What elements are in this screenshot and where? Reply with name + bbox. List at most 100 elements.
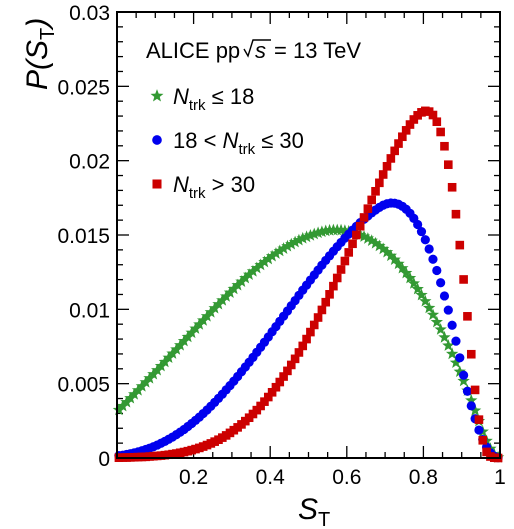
legend-label: 18 < Ntrk ≤ 30 bbox=[173, 128, 304, 158]
square-marker bbox=[313, 313, 323, 322]
square-marker bbox=[267, 387, 277, 397]
star-marker bbox=[227, 282, 240, 295]
star-marker bbox=[147, 367, 160, 380]
star-marker bbox=[396, 261, 409, 274]
square-marker bbox=[152, 179, 162, 189]
star-marker bbox=[304, 228, 317, 241]
square-marker bbox=[263, 392, 273, 402]
star-marker bbox=[239, 271, 252, 284]
circle-marker bbox=[455, 353, 465, 363]
circle-marker bbox=[424, 244, 434, 254]
square-marker bbox=[432, 117, 442, 127]
square-marker bbox=[401, 126, 411, 135]
star-marker bbox=[258, 255, 271, 268]
square-marker bbox=[306, 327, 315, 337]
star-marker bbox=[296, 231, 309, 244]
square-marker bbox=[329, 281, 338, 291]
square-marker bbox=[279, 372, 288, 381]
star-marker bbox=[177, 334, 191, 347]
square-marker bbox=[336, 265, 346, 274]
star-marker bbox=[369, 236, 382, 249]
square-marker bbox=[428, 110, 438, 120]
square-marker bbox=[340, 256, 350, 266]
star-marker bbox=[434, 323, 447, 335]
star-marker bbox=[135, 379, 149, 392]
square-marker bbox=[386, 154, 396, 163]
star-marker bbox=[453, 365, 466, 378]
square-marker bbox=[298, 341, 308, 351]
square-marker bbox=[302, 334, 311, 344]
square-marker bbox=[367, 195, 376, 205]
square-marker bbox=[405, 120, 415, 129]
x-tick-label: 0.6 bbox=[332, 466, 361, 489]
star-marker bbox=[116, 399, 129, 412]
plot-frame bbox=[116, 11, 501, 459]
square-marker bbox=[271, 382, 281, 392]
star-marker bbox=[384, 249, 398, 262]
star-marker bbox=[265, 249, 279, 262]
star-marker bbox=[208, 301, 221, 314]
star-marker bbox=[415, 288, 428, 301]
square-marker bbox=[482, 447, 491, 457]
square-marker bbox=[286, 360, 296, 370]
star-marker bbox=[407, 276, 421, 289]
circle-marker bbox=[447, 320, 457, 330]
square-marker bbox=[294, 348, 304, 357]
x-tick-label: 0.8 bbox=[409, 466, 438, 489]
star-marker bbox=[139, 375, 152, 388]
star-marker bbox=[311, 226, 325, 239]
star-marker bbox=[457, 374, 470, 387]
y-tick-label: 0.01 bbox=[69, 299, 110, 322]
square-marker bbox=[359, 213, 369, 222]
circle-marker bbox=[416, 226, 427, 237]
circle-marker bbox=[420, 235, 430, 245]
star-marker bbox=[422, 301, 436, 314]
star-marker bbox=[281, 239, 294, 252]
star-marker bbox=[185, 326, 198, 339]
star-marker bbox=[262, 252, 275, 265]
star-marker bbox=[174, 338, 187, 351]
y-tick-label: 0.025 bbox=[57, 76, 110, 99]
star-marker bbox=[468, 404, 482, 416]
star-marker bbox=[131, 383, 145, 396]
square-marker bbox=[447, 182, 457, 192]
square-marker bbox=[260, 397, 269, 406]
star-marker bbox=[273, 244, 286, 257]
star-marker bbox=[128, 387, 141, 400]
tick-labels: 0.2 0.4 0.6 0.8 1 0 0.005 0.01 0.015 0.02 0.025 0.0… bbox=[57, 2, 505, 489]
circle-marker bbox=[443, 305, 453, 315]
star-marker bbox=[277, 242, 290, 254]
square-marker bbox=[348, 239, 357, 249]
legend-label: Ntrk ≤ 18 bbox=[173, 84, 254, 114]
sqrt-s-symbol: s bbox=[243, 38, 271, 63]
square-marker bbox=[394, 139, 403, 148]
star-marker bbox=[143, 371, 156, 384]
star-marker bbox=[285, 237, 298, 250]
circle-marker bbox=[432, 265, 442, 276]
square-marker bbox=[332, 273, 342, 283]
star-marker bbox=[250, 261, 263, 274]
square-marker bbox=[382, 162, 392, 171]
star-marker bbox=[361, 232, 375, 244]
star-marker bbox=[254, 258, 267, 271]
x-tick-label: 1 bbox=[494, 466, 506, 489]
star-marker bbox=[219, 290, 233, 302]
square-marker bbox=[470, 385, 480, 395]
square-marker bbox=[459, 275, 468, 284]
circle-marker bbox=[428, 254, 438, 264]
square-marker bbox=[363, 204, 373, 213]
x-tick-label: 0.2 bbox=[179, 466, 208, 489]
star-marker bbox=[430, 315, 443, 328]
square-marker bbox=[451, 209, 461, 219]
star-marker bbox=[166, 347, 179, 359]
star-marker bbox=[158, 355, 172, 368]
star-marker bbox=[419, 294, 432, 307]
star-marker bbox=[223, 286, 237, 298]
square-marker bbox=[344, 248, 354, 257]
annotation-label: ALICE pp bbox=[146, 38, 240, 63]
star-marker bbox=[308, 227, 321, 240]
legend: Ntrk ≤ 18 18 < Ntrk ≤ 30 Ntrk > 30 bbox=[150, 84, 304, 202]
star-marker bbox=[449, 356, 463, 368]
circle-marker bbox=[462, 386, 473, 396]
